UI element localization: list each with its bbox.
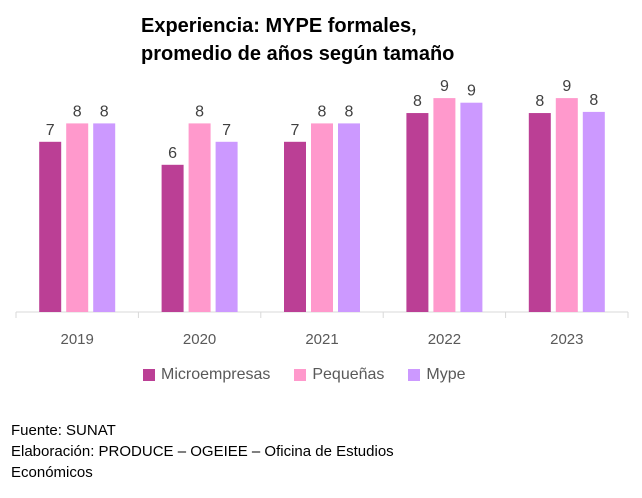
bar-pequeñas-2021: [311, 123, 333, 313]
x-tick-label-2021: 2021: [305, 331, 338, 348]
data-label-mype-2019: 8: [100, 103, 109, 120]
data-label-mype-2023: 8: [589, 92, 598, 109]
legend-label-microempresas: Microempresas: [161, 366, 271, 383]
bar-mype-2021: [338, 123, 360, 313]
x-tick-label-2019: 2019: [61, 331, 94, 348]
data-label-microempresas-2021: 7: [291, 122, 300, 139]
bar-microempresas-2023: [528, 113, 551, 312]
data-label-microempresas-2019: 7: [46, 122, 55, 139]
legend-swatch-pequenas: [294, 369, 307, 381]
legend-swatch-microempresas: [143, 369, 155, 381]
x-tick-label-2020: 2020: [183, 331, 216, 348]
chart-title: Experiencia: MYPE formales, promedio de …: [141, 12, 454, 68]
data-label-pequeñas-2023: 9: [562, 78, 571, 95]
legend-item-microempresas: Microempresas: [143, 364, 270, 386]
bar-mype-2022: [460, 102, 483, 312]
legend: Microempresas Pequeñas Mype: [143, 364, 466, 386]
chart-title-line-1: Experiencia: MYPE formales,: [141, 15, 417, 37]
data-label-mype-2022: 9: [467, 83, 476, 100]
legend-item-mype: Mype: [408, 364, 466, 386]
x-tick-label-2023: 2023: [550, 331, 583, 348]
legend-label-mype: Mype: [426, 366, 466, 383]
data-label-microempresas-2020: 6: [168, 145, 177, 162]
source-note: Fuente: SUNAT Elaboración: PRODUCE – OGE…: [11, 420, 394, 483]
elaboration-line-2: Económicos: [11, 464, 93, 481]
x-tick-label-2022: 2022: [428, 331, 461, 348]
bar-pequeñas-2020: [188, 123, 211, 313]
legend-item-pequenas: Pequeñas: [294, 364, 384, 386]
bar-microempresas-2020: [161, 164, 184, 312]
chart-title-line-2: promedio de años según tamaño: [141, 43, 455, 65]
bar-chart: 7 8 8 2019 6 8 7 2020 7 8 8 2021 8 9 9 2022 8 9 8 2023: [15, 78, 629, 348]
data-label-mype-2020: 7: [222, 122, 231, 139]
data-label-microempresas-2022: 8: [413, 93, 422, 110]
data-label-pequeñas-2021: 8: [318, 103, 327, 120]
bar-pequeñas-2023: [555, 98, 578, 312]
data-label-pequeñas-2020: 8: [195, 103, 204, 120]
data-label-mype-2021: 8: [345, 103, 354, 120]
bar-microempresas-2022: [406, 113, 429, 312]
bar-microempresas-2019: [39, 141, 62, 312]
bar-mype-2019: [93, 123, 116, 313]
bar-pequeñas-2019: [66, 123, 89, 313]
legend-swatch-mype: [408, 369, 421, 381]
bar-microempresas-2021: [284, 141, 306, 312]
data-label-pequeñas-2019: 8: [73, 103, 82, 120]
bar-pequeñas-2022: [433, 98, 456, 312]
legend-label-pequenas: Pequeñas: [312, 366, 385, 383]
data-label-microempresas-2023: 8: [535, 93, 544, 110]
bar-mype-2023: [582, 111, 605, 313]
source-line: Fuente: SUNAT: [11, 422, 116, 439]
bar-mype-2020: [215, 141, 238, 312]
data-label-pequeñas-2022: 9: [440, 78, 449, 95]
elaboration-line-1: Elaboración: PRODUCE – OGEIEE – Oficina …: [11, 443, 394, 460]
